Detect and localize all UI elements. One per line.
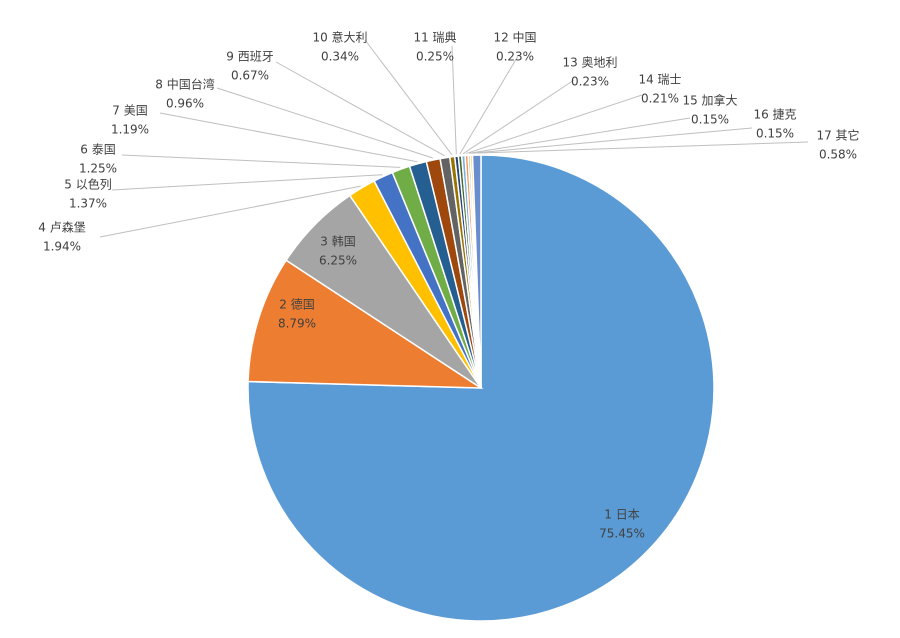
leader-line <box>99 185 361 238</box>
leader-line <box>275 61 445 157</box>
value-label: 75.45% <box>599 527 645 541</box>
category-label: 10 意大利 <box>312 30 367 45</box>
value-label: 1.37% <box>69 197 107 211</box>
category-label: 11 瑞典 <box>413 31 456 45</box>
value-label: 0.96% <box>166 97 204 111</box>
leader-line <box>216 87 433 159</box>
value-label: 0.21% <box>641 92 679 106</box>
pie-slice <box>247 259 484 389</box>
category-label: 7 美国 <box>112 104 147 118</box>
leader-line <box>462 79 575 155</box>
leader-line <box>466 94 643 154</box>
category-label: 17 其它 <box>816 128 859 143</box>
category-label: 16 捷克 <box>753 108 796 122</box>
value-label: 1.94% <box>43 240 81 254</box>
category-label: 14 瑞士 <box>638 73 681 87</box>
leader-line <box>476 141 809 154</box>
category-label: 12 中国 <box>493 30 536 45</box>
leader-line <box>469 117 691 154</box>
value-label: 1.25% <box>79 162 117 176</box>
leader-line <box>111 174 383 191</box>
category-label: 2 德国 <box>279 297 314 312</box>
value-label: 0.25% <box>416 50 454 64</box>
value-label: 0.34% <box>321 50 359 64</box>
leader-line <box>471 127 753 154</box>
leader-line <box>364 39 453 156</box>
value-label: 6.25% <box>319 254 357 268</box>
value-label: 0.23% <box>496 50 534 64</box>
leader-line <box>121 154 401 168</box>
pie-slice <box>471 154 482 389</box>
category-label: 8 中国台湾 <box>155 77 214 92</box>
category-label: 4 卢森堡 <box>38 220 85 235</box>
leader-line <box>159 112 418 163</box>
category-label: 1 日本 <box>604 508 639 522</box>
value-label: 8.79% <box>278 317 316 331</box>
category-label: 13 奥地利 <box>562 56 617 70</box>
leader-line <box>451 45 457 155</box>
value-label: 0.67% <box>231 69 269 83</box>
value-label: 0.15% <box>691 113 729 127</box>
category-label: 3 韩国 <box>320 234 355 249</box>
leader-line <box>459 55 519 155</box>
value-label: 0.15% <box>756 127 794 141</box>
value-label: 0.23% <box>571 75 609 89</box>
category-label: 15 加拿大 <box>682 93 737 108</box>
category-label: 6 泰国 <box>80 143 115 157</box>
category-label: 5 以色列 <box>64 178 111 192</box>
value-label: 1.19% <box>111 123 149 137</box>
value-label: 0.58% <box>819 148 857 162</box>
category-label: 9 西班牙 <box>226 50 273 64</box>
